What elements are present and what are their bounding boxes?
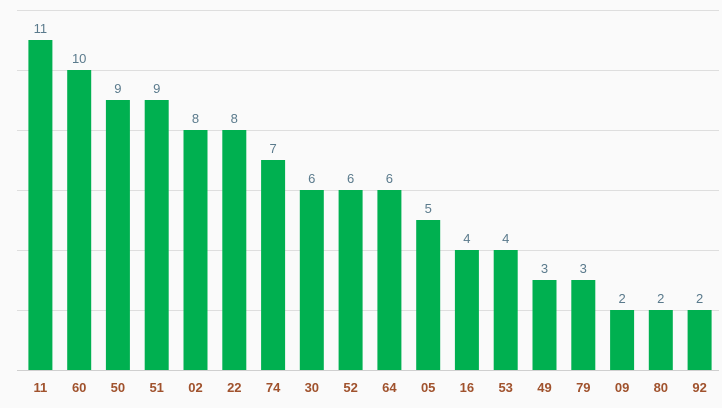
category-labels: 11 60 50 51 02 22 74 30 52 64 05 16 53 49 79 09 80 92 bbox=[34, 380, 707, 395]
value-label-09: 2 bbox=[618, 291, 625, 306]
category-label-02: 02 bbox=[188, 380, 202, 395]
category-label-05: 05 bbox=[421, 380, 435, 395]
category-label-92: 92 bbox=[692, 380, 706, 395]
value-label-16: 4 bbox=[463, 231, 470, 246]
value-label-11: 11 bbox=[34, 21, 48, 36]
bar-51 bbox=[144, 100, 169, 370]
value-label-51: 9 bbox=[153, 81, 160, 96]
bar-64 bbox=[377, 190, 402, 370]
value-label-49: 3 bbox=[541, 261, 548, 276]
bar-02 bbox=[183, 130, 208, 370]
category-label-60: 60 bbox=[72, 380, 86, 395]
category-label-74: 74 bbox=[266, 380, 281, 395]
bar-53 bbox=[493, 250, 518, 370]
bar-74 bbox=[261, 160, 286, 370]
category-label-22: 22 bbox=[227, 380, 241, 395]
category-label-80: 80 bbox=[654, 380, 668, 395]
category-label-51: 51 bbox=[149, 380, 163, 395]
bar-50 bbox=[105, 100, 130, 370]
value-label-30: 6 bbox=[308, 171, 315, 186]
value-label-05: 5 bbox=[425, 201, 432, 216]
value-label-74: 7 bbox=[269, 141, 276, 156]
bar-80 bbox=[648, 310, 673, 370]
value-label-02: 8 bbox=[192, 111, 199, 126]
bar-22 bbox=[222, 130, 247, 370]
category-label-09: 09 bbox=[615, 380, 629, 395]
value-label-92: 2 bbox=[696, 291, 703, 306]
category-label-16: 16 bbox=[460, 380, 474, 395]
value-label-52: 6 bbox=[347, 171, 354, 186]
bar-09 bbox=[610, 310, 635, 370]
value-label-60: 10 bbox=[72, 51, 86, 66]
category-label-79: 79 bbox=[576, 380, 590, 395]
category-label-53: 53 bbox=[498, 380, 512, 395]
category-label-30: 30 bbox=[305, 380, 319, 395]
category-label-50: 50 bbox=[111, 380, 125, 395]
category-label-49: 49 bbox=[537, 380, 551, 395]
value-label-80: 2 bbox=[657, 291, 664, 306]
grid-lines bbox=[17, 10, 719, 371]
bar-52 bbox=[338, 190, 363, 370]
category-label-52: 52 bbox=[343, 380, 357, 395]
value-label-22: 8 bbox=[231, 111, 238, 126]
bar-16 bbox=[454, 250, 479, 370]
bar-79 bbox=[571, 280, 596, 370]
bars bbox=[28, 40, 712, 370]
bar-92 bbox=[687, 310, 712, 370]
value-label-64: 6 bbox=[386, 171, 393, 186]
value-label-79: 3 bbox=[580, 261, 587, 276]
category-label-64: 64 bbox=[382, 380, 397, 395]
value-labels: 11 10 9 9 8 8 7 6 6 6 5 4 4 3 3 2 2 2 bbox=[34, 21, 704, 306]
value-label-53: 4 bbox=[502, 231, 509, 246]
bar-11 bbox=[28, 40, 53, 370]
bar-30 bbox=[299, 190, 324, 370]
category-label-11: 11 bbox=[34, 380, 48, 395]
bar-49 bbox=[532, 280, 557, 370]
value-label-50: 9 bbox=[114, 81, 121, 96]
bar-60 bbox=[67, 70, 92, 370]
bar-05 bbox=[416, 220, 441, 370]
